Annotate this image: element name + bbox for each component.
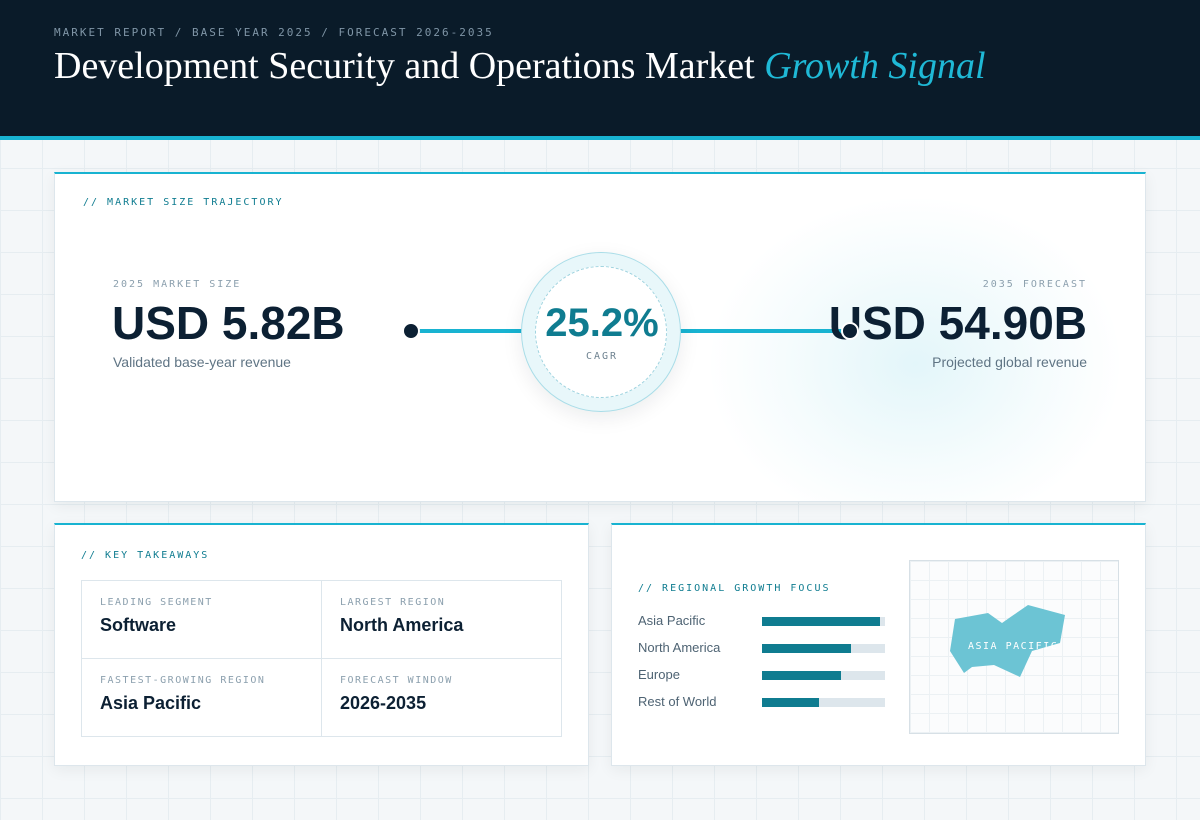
takeaway-key: LARGEST REGION	[340, 597, 446, 608]
grid-divider-horizontal	[82, 658, 561, 659]
region-map: ASIA PACIFIC	[909, 560, 1119, 734]
regional-label: // REGIONAL GROWTH FOCUS	[638, 583, 831, 594]
background-glow	[705, 194, 1125, 501]
forecast-value: USD 54.90B	[828, 297, 1087, 349]
takeaway-fastest-growing-region: FASTEST-GROWING REGION Asia Pacific	[82, 659, 322, 737]
report-eyebrow: MARKET REPORT / BASE YEAR 2025 / FORECAS…	[54, 26, 494, 39]
region-bar-track	[762, 671, 885, 680]
cagr-label: CAGR	[585, 351, 619, 362]
regional-growth-card: // REGIONAL GROWTH FOCUS Asia Pacific No…	[611, 523, 1146, 766]
takeaway-value: Asia Pacific	[100, 693, 202, 713]
region-bar-track	[762, 644, 885, 653]
region-bar-asia-pacific: Asia Pacific	[638, 613, 888, 629]
region-bar-rest-of-world: Rest of World	[638, 694, 888, 710]
region-bar-track	[762, 617, 885, 626]
page-title: Development Security and Operations Mark…	[54, 44, 986, 88]
start-dot	[402, 322, 420, 340]
title-accent: Growth Signal	[764, 45, 986, 87]
region-bar-track	[762, 698, 885, 707]
takeaway-forecast-window: FORECAST WINDOW 2026-2035	[322, 659, 562, 737]
takeaway-key: FASTEST-GROWING REGION	[100, 675, 266, 686]
takeaway-largest-region: LARGEST REGION North America	[322, 581, 562, 659]
region-bar-fill	[762, 698, 819, 707]
base-year-sub: Validated base-year revenue	[113, 354, 291, 370]
cagr-inner-ring: 25.2% CAGR	[535, 266, 667, 398]
cagr-badge: 25.2% CAGR	[521, 252, 681, 412]
takeaway-value: North America	[340, 615, 464, 635]
takeaways-label: // KEY TAKEAWAYS	[81, 550, 210, 561]
takeaway-key: FORECAST WINDOW	[340, 675, 453, 686]
region-bar-label: North America	[638, 640, 721, 655]
report-header: MARKET REPORT / BASE YEAR 2025 / FORECAS…	[0, 0, 1200, 140]
region-bar-label: Rest of World	[638, 694, 717, 709]
key-takeaways-card: // KEY TAKEAWAYS LEADING SEGMENT Softwar…	[54, 523, 589, 766]
forecast-eyebrow: 2035 FORECAST	[982, 279, 1087, 290]
base-year-eyebrow: 2025 MARKET SIZE	[113, 279, 242, 290]
trajectory-label: // MARKET SIZE TRAJECTORY	[83, 197, 284, 208]
region-bar-label: Europe	[638, 667, 680, 682]
map-label: ASIA PACIFIC	[968, 641, 1059, 652]
takeaway-value: Software	[100, 615, 177, 635]
market-size-trajectory-card: // MARKET SIZE TRAJECTORY 2025 MARKET SI…	[54, 172, 1146, 502]
region-bar-fill	[762, 644, 851, 653]
takeaways-grid: LEADING SEGMENT Software LARGEST REGION …	[81, 580, 562, 737]
region-bar-fill	[762, 617, 881, 626]
cagr-value: 25.2%	[545, 301, 659, 345]
region-bar-europe: Europe	[638, 667, 888, 683]
region-bar-fill	[762, 671, 841, 680]
takeaway-key: LEADING SEGMENT	[100, 597, 213, 608]
takeaway-value: 2026-2035	[340, 693, 427, 713]
base-year-value: USD 5.82B	[112, 297, 345, 349]
takeaway-leading-segment: LEADING SEGMENT Software	[82, 581, 322, 659]
title-main: Development Security and Operations Mark…	[54, 45, 765, 87]
asia-pacific-shape	[950, 605, 1065, 677]
region-bar-north-america: North America	[638, 640, 888, 656]
asia-pacific-map-icon	[950, 605, 1065, 677]
end-dot	[841, 322, 859, 340]
region-bar-label: Asia Pacific	[638, 613, 706, 628]
forecast-sub: Projected global revenue	[932, 354, 1087, 370]
